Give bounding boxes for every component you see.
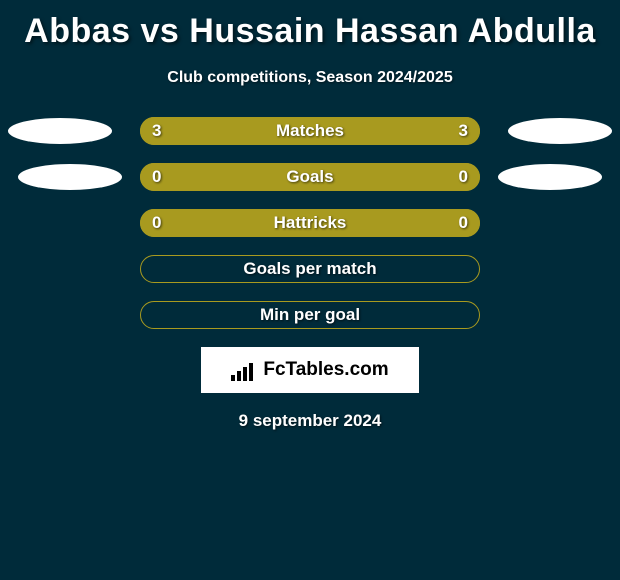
stat-bar: Min per goal — [140, 301, 480, 329]
logo-text: FcTables.com — [263, 359, 388, 381]
stat-rows: 33Matches 00Goals 00Hattricks Goals per mat… — [0, 117, 620, 329]
stat-bar: Goals per match — [140, 255, 480, 283]
stat-bar: 00Goals — [140, 163, 480, 191]
stat-row: 00Goals — [0, 163, 620, 191]
player-right-oval — [508, 118, 612, 144]
logo-box[interactable]: FcTables.com — [201, 347, 419, 393]
stat-row: Min per goal — [0, 301, 620, 329]
stat-label: Min per goal — [140, 301, 480, 329]
stat-row: 33Matches — [0, 117, 620, 145]
stat-row: Goals per match — [0, 255, 620, 283]
stat-label: Hattricks — [140, 209, 480, 237]
date-label: 9 september 2024 — [0, 411, 620, 431]
page-title: Abbas vs Hussain Hassan Abdulla — [0, 0, 620, 51]
stat-label: Matches — [140, 117, 480, 145]
player-left-oval — [8, 118, 112, 144]
player-right-oval — [498, 164, 602, 190]
stat-bar: 33Matches — [140, 117, 480, 145]
stat-label: Goals — [140, 163, 480, 191]
stat-label: Goals per match — [140, 255, 480, 283]
bar-chart-icon — [231, 359, 259, 381]
player-left-oval — [18, 164, 122, 190]
stat-bar: 00Hattricks — [140, 209, 480, 237]
subtitle: Club competitions, Season 2024/2025 — [0, 51, 620, 87]
stat-row: 00Hattricks — [0, 209, 620, 237]
